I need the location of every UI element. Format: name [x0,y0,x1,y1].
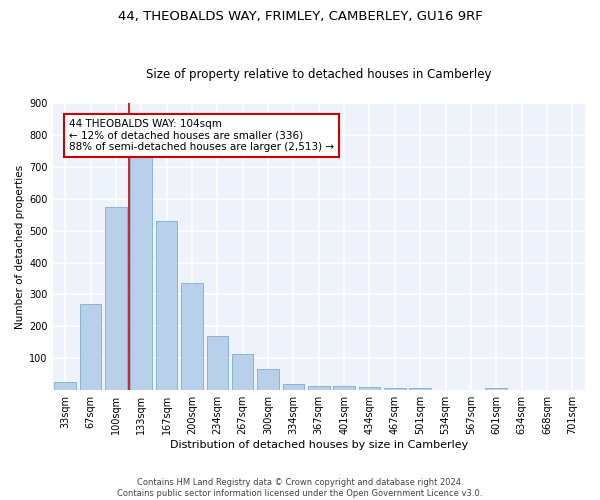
Y-axis label: Number of detached properties: Number of detached properties [15,164,25,328]
Title: Size of property relative to detached houses in Camberley: Size of property relative to detached ho… [146,68,491,81]
Bar [359,387,380,390]
Bar [130,156,152,390]
Bar [105,206,127,390]
Text: 44, THEOBALDS WAY, FRIMLEY, CAMBERLEY, GU16 9RF: 44, THEOBALDS WAY, FRIMLEY, CAMBERLEY, G… [118,10,482,23]
Bar [283,384,304,390]
Bar [232,354,253,390]
Bar [181,284,203,390]
Bar [55,382,76,390]
Bar [206,336,228,390]
Bar [80,304,101,390]
X-axis label: Distribution of detached houses by size in Camberley: Distribution of detached houses by size … [170,440,468,450]
Bar [308,386,329,390]
Text: Contains HM Land Registry data © Crown copyright and database right 2024.
Contai: Contains HM Land Registry data © Crown c… [118,478,482,498]
Bar [156,221,178,390]
Bar [334,386,355,390]
Bar [384,388,406,390]
Bar [257,368,279,390]
Bar [409,388,431,390]
Text: 44 THEOBALDS WAY: 104sqm
← 12% of detached houses are smaller (336)
88% of semi-: 44 THEOBALDS WAY: 104sqm ← 12% of detach… [69,119,334,152]
Bar [485,388,507,390]
